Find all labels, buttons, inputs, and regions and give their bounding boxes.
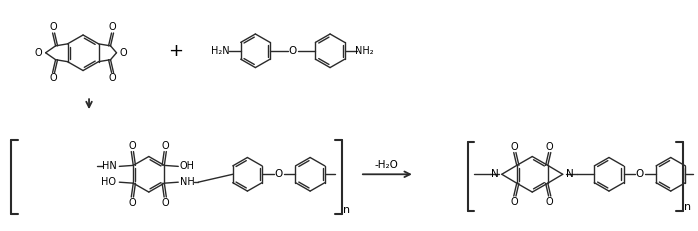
Text: NH: NH [180,177,195,187]
Text: O: O [119,48,127,58]
Text: n: n [343,205,350,215]
Text: O: O [546,142,554,152]
Text: N: N [566,169,574,179]
Text: O: O [636,169,644,179]
Text: O: O [109,22,117,32]
Text: H₂N: H₂N [211,46,230,56]
Text: O: O [511,197,519,207]
Text: HO: HO [101,177,116,187]
Text: O: O [50,22,57,32]
Text: NH₂: NH₂ [355,46,374,56]
Text: O: O [109,73,117,83]
Text: O: O [288,46,297,56]
Text: O: O [546,197,554,207]
Text: O: O [35,48,43,58]
Text: -H₂O: -H₂O [375,160,399,170]
Text: O: O [161,198,169,208]
Text: O: O [511,142,519,152]
Text: OH: OH [179,161,195,171]
Text: HN: HN [102,161,117,171]
Text: O: O [274,169,283,179]
Text: N: N [491,169,498,179]
Text: O: O [128,141,136,151]
Text: O: O [50,73,57,83]
Text: n: n [684,202,691,212]
Text: O: O [161,141,169,151]
Text: +: + [168,42,183,60]
Text: O: O [128,198,136,208]
